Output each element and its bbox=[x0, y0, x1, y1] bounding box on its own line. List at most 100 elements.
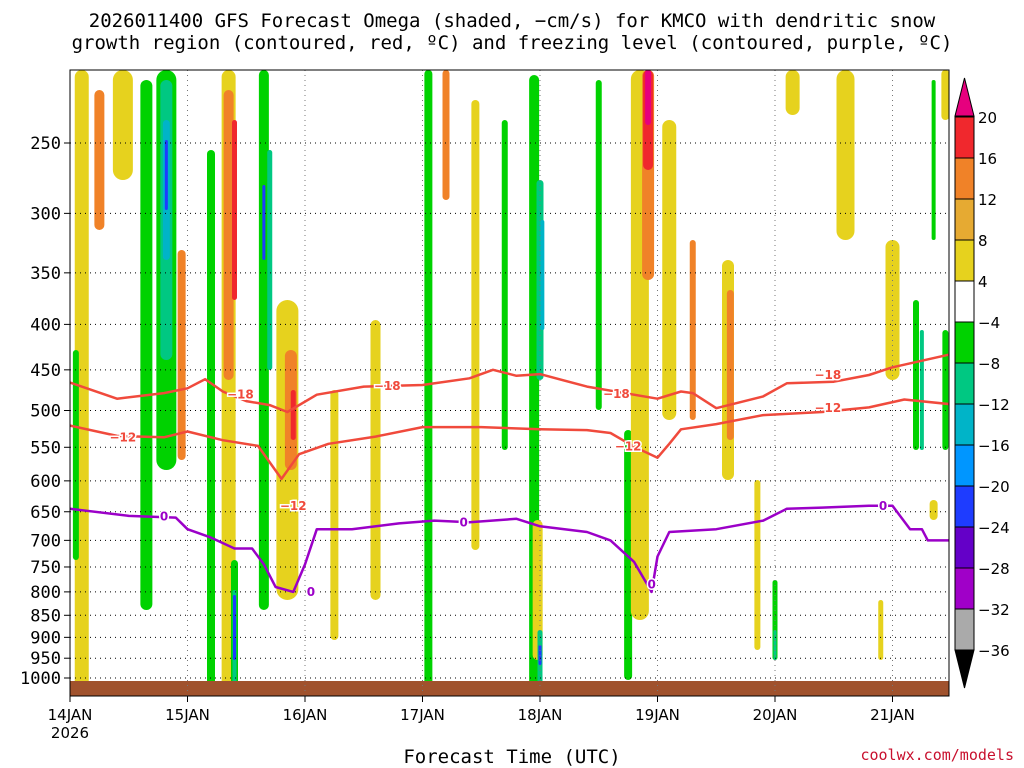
omega-shade-cell bbox=[836, 70, 855, 240]
omega-shade-cell bbox=[931, 80, 936, 240]
omega-shade-cell bbox=[941, 70, 949, 120]
y-tick-label: 550 bbox=[30, 438, 61, 458]
contour-label: −18 bbox=[227, 388, 254, 402]
omega-shade-cell bbox=[94, 90, 105, 230]
contour-label: 0 bbox=[459, 515, 467, 529]
omega-shade-cell bbox=[913, 300, 919, 450]
plot-frame bbox=[69, 69, 950, 697]
colorbar-band bbox=[954, 157, 975, 200]
omega-shade-cell bbox=[262, 185, 266, 260]
colorbar-band bbox=[954, 321, 975, 364]
surface-terrain bbox=[70, 681, 949, 696]
y-tick-label: 950 bbox=[30, 649, 61, 669]
colorbar-band bbox=[954, 567, 975, 610]
colorbar-label: −20 bbox=[978, 478, 1010, 496]
contour-layer: −18 −18 −18 −18 −12 −12 −12 −12 0 0 0 0 0 bbox=[70, 353, 949, 600]
omega-shade-cell bbox=[72, 350, 79, 560]
colorbar-label: −36 bbox=[978, 642, 1010, 660]
y-tick-label: 450 bbox=[30, 361, 61, 381]
colorbar-label: −28 bbox=[978, 560, 1010, 578]
x-tick-label: 17JAN bbox=[400, 706, 445, 724]
y-tick-label: 700 bbox=[30, 531, 61, 551]
omega-shade-cell bbox=[330, 390, 339, 640]
colorbar-label: 16 bbox=[978, 150, 997, 168]
contour-label: 0 bbox=[160, 509, 168, 523]
y-tick-label: 300 bbox=[30, 204, 61, 224]
colorbar: 20 16 12 8 4 −4 −8 −12 −16 −20 −24 −28 −32 −36 bbox=[954, 77, 1010, 689]
colorbar-band bbox=[954, 116, 975, 159]
x-axis-label: Forecast Time (UTC) bbox=[403, 746, 621, 768]
omega-shade-cell bbox=[290, 390, 296, 440]
colorbar-label: 12 bbox=[978, 191, 997, 209]
colorbar-label: −4 bbox=[978, 314, 1000, 332]
omega-shade-cell bbox=[595, 80, 602, 410]
omega-shade-cell bbox=[424, 70, 433, 690]
x-tick-label: 18JAN bbox=[518, 706, 563, 724]
x-tick-label: 16JAN bbox=[283, 706, 328, 724]
contour-label: 0 bbox=[647, 578, 655, 592]
contour-label: −18 bbox=[374, 379, 401, 393]
colorbar-label: −24 bbox=[978, 519, 1010, 537]
colorbar-label: −8 bbox=[978, 355, 1000, 373]
contour-label: −12 bbox=[814, 401, 841, 415]
x-year-label: 2026 bbox=[51, 724, 89, 742]
colorbar-bottom-triangle bbox=[954, 649, 975, 689]
omega-shade-cell bbox=[177, 250, 186, 460]
omega-shade-cell bbox=[689, 240, 696, 420]
y-tick-label: 350 bbox=[30, 264, 61, 284]
omega-shade-cell bbox=[112, 70, 133, 180]
colorbar-band bbox=[954, 485, 975, 528]
y-tick-label: 250 bbox=[30, 134, 61, 154]
contour-label: −12 bbox=[280, 499, 307, 513]
colorbar-top-triangle bbox=[954, 77, 975, 117]
colorbar-label: 8 bbox=[978, 232, 988, 250]
y-tick-label: 850 bbox=[30, 606, 61, 626]
omega-shade-cell bbox=[662, 120, 677, 420]
colorbar-band bbox=[954, 608, 975, 651]
y-tick-label: 400 bbox=[30, 315, 61, 335]
colorbar-band bbox=[954, 526, 975, 569]
colorbar-label: −16 bbox=[978, 437, 1010, 455]
omega-shade-cell bbox=[370, 320, 381, 600]
y-tick-label: 900 bbox=[30, 628, 61, 648]
contour-label: −18 bbox=[814, 368, 841, 382]
colorbar-band bbox=[954, 280, 975, 323]
colorbar-label: −32 bbox=[978, 601, 1010, 619]
contour-line bbox=[70, 398, 949, 481]
omega-shading bbox=[72, 70, 949, 696]
omega-shade-cell bbox=[501, 120, 508, 450]
x-tick-label: 15JAN bbox=[165, 706, 210, 724]
omega-shade-cell bbox=[442, 70, 450, 200]
terrain-layer bbox=[70, 681, 949, 696]
chart-title-line1: 2026011400 GFS Forecast Omega (shaded, −… bbox=[88, 10, 936, 32]
omega-shade-cell bbox=[540, 220, 545, 330]
x-axis: 14JAN 15JAN 16JAN 17JAN 18JAN 19JAN 20JAN 21JAN… bbox=[48, 696, 915, 742]
x-tick-label: 20JAN bbox=[753, 706, 798, 724]
omega-shade-cell bbox=[233, 595, 236, 660]
y-tick-label: 500 bbox=[30, 402, 61, 422]
chart-title-line2: growth region (contoured, red, ºC) and f… bbox=[71, 32, 953, 54]
contour-label: −18 bbox=[603, 387, 630, 401]
contour-line bbox=[70, 504, 949, 594]
colorbar-band bbox=[954, 403, 975, 446]
omega-shade-cell bbox=[919, 330, 924, 450]
omega-shade-cell bbox=[425, 640, 431, 680]
x-tick-label: 14JAN bbox=[48, 706, 93, 724]
omega-shade-cell bbox=[726, 290, 734, 440]
omega-shade-cell bbox=[207, 150, 215, 696]
omega-shade-cell bbox=[878, 600, 884, 660]
x-tick-label: 21JAN bbox=[870, 706, 915, 724]
colorbar-label: 20 bbox=[978, 109, 997, 127]
colorbar-label: −12 bbox=[978, 396, 1010, 414]
omega-shade-cell bbox=[942, 330, 949, 450]
y-tick-label: 800 bbox=[30, 583, 61, 603]
omega-shade-cell bbox=[754, 480, 761, 650]
contour-label: −12 bbox=[109, 430, 136, 444]
colorbar-band bbox=[954, 198, 975, 241]
omega-shade-cell bbox=[267, 150, 273, 370]
omega-shade-cell bbox=[645, 70, 652, 125]
y-tick-label: 1000 bbox=[20, 669, 61, 689]
colorbar-label: 4 bbox=[978, 273, 988, 291]
omega-shade-cell bbox=[258, 70, 269, 610]
